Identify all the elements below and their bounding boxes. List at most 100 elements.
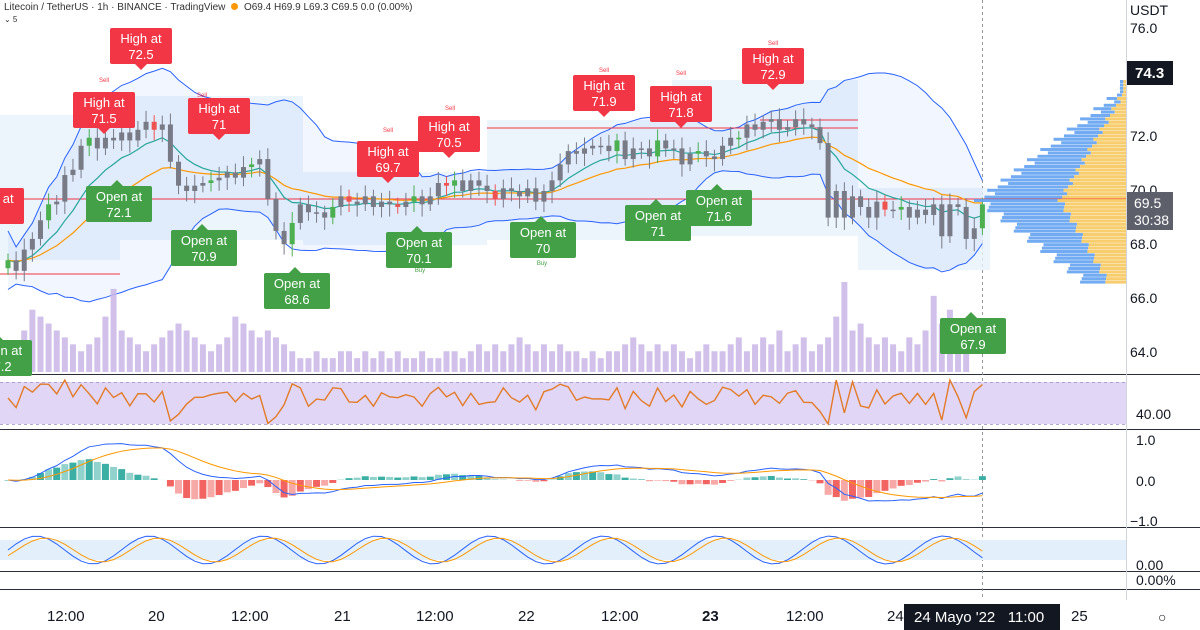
volume-bar <box>435 358 442 372</box>
profile-bar-down <box>1064 202 1126 206</box>
volume-bar <box>329 358 336 372</box>
macd-histogram-bar <box>938 480 946 482</box>
profile-bar-up <box>987 188 1064 192</box>
profile-bar-down <box>1081 158 1126 162</box>
candle-body <box>776 119 782 130</box>
macd-histogram-bar <box>231 480 239 491</box>
candle-body <box>923 209 929 215</box>
candle-body <box>143 121 149 130</box>
high-label-title: High at <box>83 95 125 110</box>
candles[interactable] <box>5 108 985 282</box>
profile-bar-down <box>1115 103 1126 107</box>
price-tick: 68.0 <box>1130 236 1157 252</box>
profile-bar-down <box>1075 229 1126 233</box>
macd-histogram-bar <box>166 480 174 487</box>
macd-histogram-bar <box>581 471 589 480</box>
profile-bar-down <box>1111 107 1126 111</box>
volume-bar <box>930 295 937 372</box>
price-tick: 66.0 <box>1130 290 1157 306</box>
volume-bar <box>256 337 263 372</box>
profile-bar-up <box>1013 168 1076 172</box>
candle-body <box>468 180 474 191</box>
volume-bar <box>817 344 823 372</box>
price-axis[interactable]: USDT 76.0 72.0 70.0 68.0 66.0 64.0 74.3 … <box>1127 2 1176 588</box>
volume-bar <box>37 316 44 372</box>
volume-bar <box>508 344 515 372</box>
profile-bar-up <box>994 192 1067 196</box>
macd-histogram-bar <box>321 480 329 486</box>
candle-body <box>711 156 717 160</box>
macd-histogram-bar <box>215 480 223 496</box>
sell-marker: Sell <box>99 78 109 84</box>
volume-bar <box>898 351 905 372</box>
open-label-pointer <box>196 224 208 230</box>
macd-histogram-bar <box>662 480 670 482</box>
profile-bar-down <box>1081 239 1126 243</box>
open-label-box <box>386 232 452 268</box>
macd-histogram-bar <box>775 477 783 480</box>
candle-body <box>208 180 214 184</box>
indicator-toggle[interactable]: ⌄ 5 <box>4 15 18 24</box>
high-label-box <box>188 98 250 134</box>
profile-bar-up <box>1053 260 1094 264</box>
candle-body <box>679 148 685 165</box>
bollinger-upper <box>7 67 983 248</box>
profile-bar-down <box>1069 219 1126 223</box>
high-label-title: High at <box>198 101 240 116</box>
high-label-box <box>357 141 419 177</box>
macd-histogram-bar <box>702 480 710 485</box>
volume-bar <box>695 351 702 372</box>
macd-histogram-bar <box>873 480 881 494</box>
volume-bar <box>451 351 458 372</box>
volume-bar <box>183 330 190 372</box>
candle-body <box>939 204 945 237</box>
candle-body <box>728 137 734 146</box>
time-axis[interactable]: 12:00 20 12:00 21 12:00 22 12:00 23 12:0… <box>47 604 1166 630</box>
symbol-legend[interactable]: Litecoin / TetherUS · 1h · BINANCE · Tra… <box>4 2 412 13</box>
macd-histogram-bar <box>361 476 369 480</box>
profile-bar-up <box>1003 212 1071 216</box>
profile-bar-up <box>1053 137 1094 141</box>
candle-body <box>257 159 263 165</box>
candle-body <box>78 145 84 170</box>
profile-bar-up <box>1074 131 1103 134</box>
volume-bar <box>849 330 856 372</box>
profile-bar-down <box>1096 141 1126 145</box>
sell-marker: Sell <box>676 71 686 77</box>
macd-histogram-bar <box>175 480 183 494</box>
profile-bar-up <box>1100 110 1115 114</box>
candle-body <box>46 204 52 221</box>
profile-bar-up <box>1120 90 1124 94</box>
candle-body <box>914 209 920 218</box>
macd-histogram-bar <box>459 475 467 480</box>
volume-bar <box>662 351 669 372</box>
time-label: 12:00 <box>601 608 639 625</box>
profile-bar-down <box>1088 246 1126 250</box>
profile-bar-up <box>1013 229 1076 233</box>
volume-bar <box>370 358 377 372</box>
candle-body <box>630 148 636 160</box>
volume-bar <box>289 351 296 372</box>
profile-bar-down <box>1087 250 1126 253</box>
profile-bar-down <box>1123 80 1126 83</box>
profile-bar-up <box>1027 239 1082 243</box>
profile-bar-up <box>1040 148 1088 151</box>
high-label-title: High at <box>120 31 162 46</box>
macd-histogram-bar <box>353 477 361 480</box>
open-label-pointer <box>0 337 3 340</box>
sell-marker: Sell <box>197 93 207 99</box>
settings-icon[interactable]: ○ <box>1158 609 1166 625</box>
rsi-line <box>7 377 983 426</box>
visible-range-volume-profile <box>974 80 1126 284</box>
open-label-title: Open at <box>396 235 443 250</box>
time-cursor-label: 24 Mayo '22 11:00 <box>914 609 1044 626</box>
profile-bar-up <box>1002 216 1071 219</box>
macd-histogram-bar <box>101 463 109 480</box>
profile-bar-down <box>1110 114 1126 117</box>
macd-histogram-bar <box>207 480 215 498</box>
open-label-title: Open at <box>635 208 682 223</box>
volume-bar <box>711 351 718 372</box>
macd-signal-line <box>7 447 983 498</box>
profile-bar-up <box>1043 243 1089 247</box>
